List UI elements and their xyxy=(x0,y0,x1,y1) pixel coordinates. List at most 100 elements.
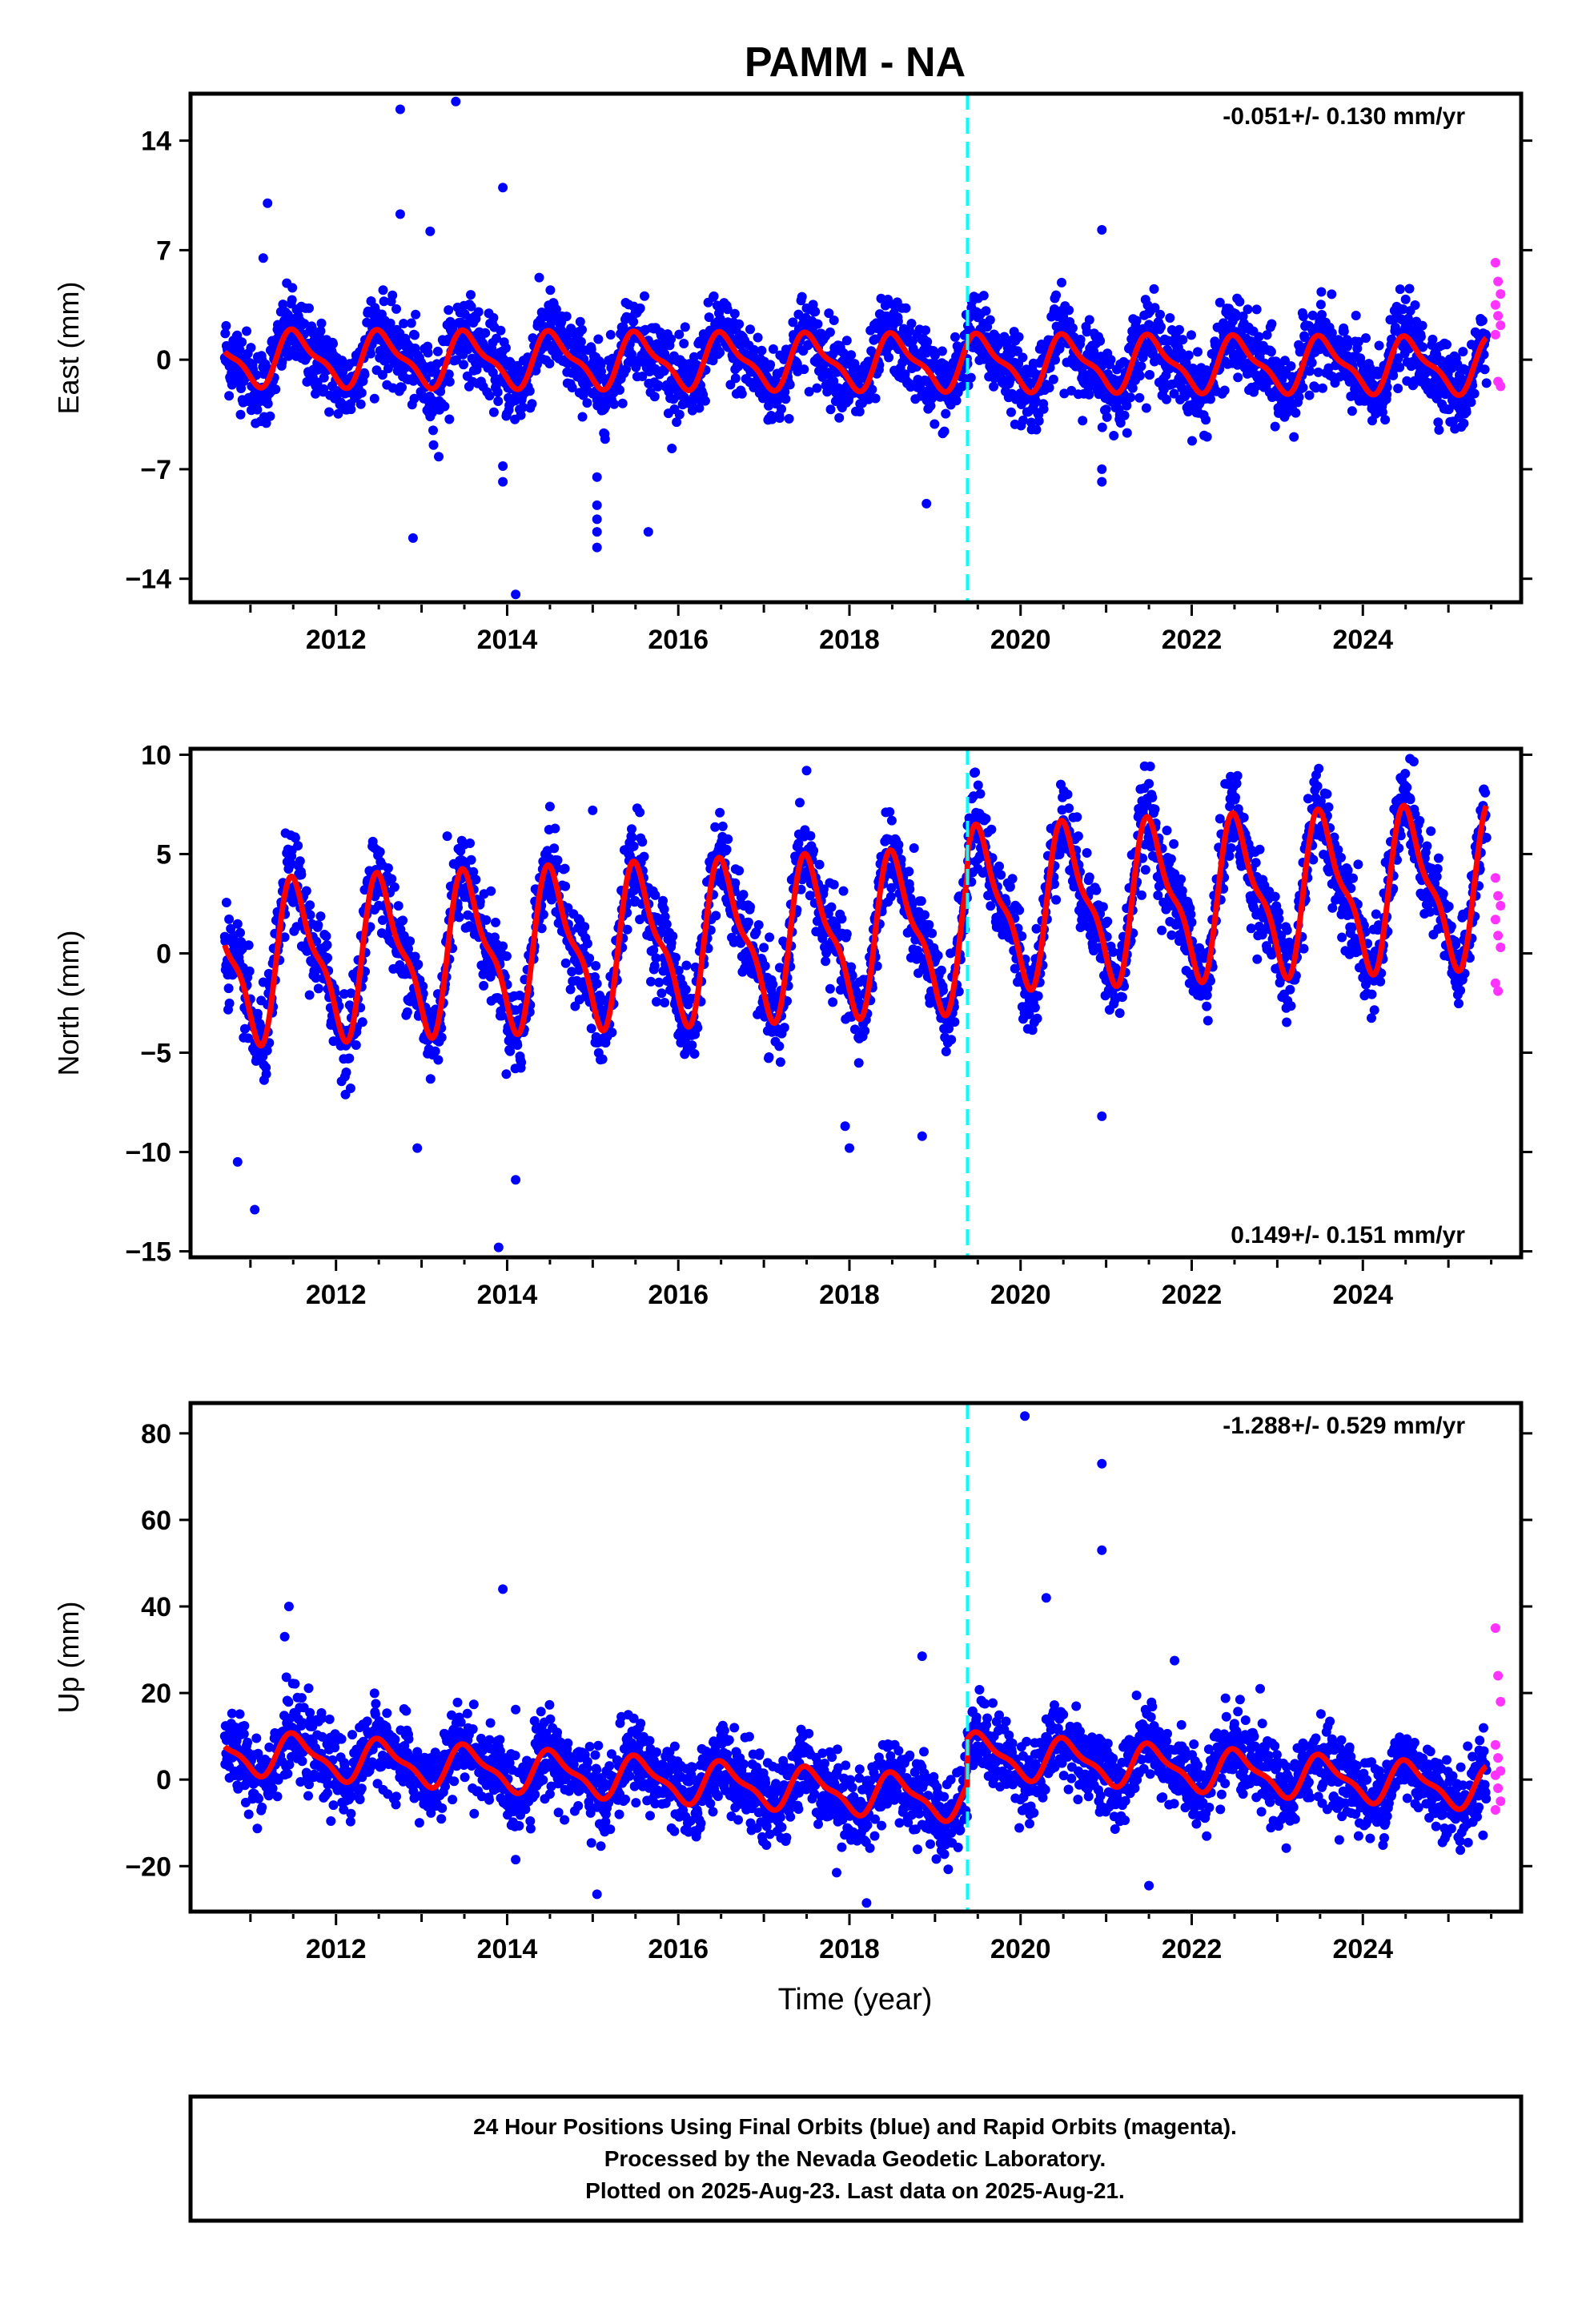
data-point xyxy=(805,830,816,841)
data-point xyxy=(475,896,485,907)
data-point xyxy=(715,348,725,358)
data-point xyxy=(1054,340,1065,351)
data-point xyxy=(224,998,235,1008)
data-point xyxy=(649,961,660,971)
x-tick-label: 2018 xyxy=(819,625,880,655)
data-point xyxy=(243,940,254,951)
data-point xyxy=(432,346,443,356)
data-point xyxy=(666,334,677,344)
data-point xyxy=(1387,334,1397,344)
data-point xyxy=(694,403,705,413)
data-point xyxy=(1219,385,1230,396)
data-point xyxy=(377,370,387,380)
plot-area xyxy=(219,94,1506,602)
data-point xyxy=(492,333,502,344)
data-point xyxy=(436,386,446,396)
data-point xyxy=(639,851,649,862)
data-point xyxy=(527,399,537,409)
data-point xyxy=(428,425,438,436)
data-point xyxy=(291,922,302,932)
data-point xyxy=(244,966,255,976)
data-point xyxy=(1051,290,1062,300)
data-point xyxy=(563,903,573,913)
data-point xyxy=(679,339,689,348)
x-tick-label: 2020 xyxy=(990,625,1051,655)
data-point xyxy=(1178,335,1188,345)
data-point xyxy=(488,407,499,417)
data-point xyxy=(757,345,767,356)
data-point xyxy=(584,953,595,963)
data-point xyxy=(1048,374,1058,384)
data-point xyxy=(1150,303,1160,313)
data-point xyxy=(765,932,775,943)
data-point xyxy=(753,920,764,930)
data-point xyxy=(886,815,897,826)
data-point xyxy=(500,343,511,353)
data-point xyxy=(324,407,335,417)
rapid-point xyxy=(1490,329,1500,340)
data-point xyxy=(729,308,740,319)
data-point xyxy=(481,915,492,925)
data-point xyxy=(387,874,397,884)
data-point xyxy=(1215,297,1225,308)
data-point xyxy=(391,304,401,314)
data-point xyxy=(1115,418,1126,428)
data-point xyxy=(745,902,755,912)
x-tick-label: 2012 xyxy=(306,625,367,655)
data-point xyxy=(287,295,297,305)
data-point xyxy=(938,985,948,995)
data-point xyxy=(549,843,560,854)
data-point xyxy=(591,961,601,971)
data-point xyxy=(1458,347,1468,357)
data-point xyxy=(1141,403,1151,413)
data-point xyxy=(1229,349,1239,360)
data-point xyxy=(290,833,300,843)
data-point xyxy=(885,806,895,817)
data-point xyxy=(1298,383,1308,392)
data-point xyxy=(795,798,805,808)
data-point xyxy=(646,976,656,987)
data-point xyxy=(398,915,408,926)
data-point xyxy=(1156,322,1166,332)
data-point xyxy=(1051,895,1062,905)
data-point xyxy=(829,879,839,890)
data-point xyxy=(1294,392,1304,402)
data-point xyxy=(627,832,637,842)
data-point xyxy=(936,965,946,975)
data-point xyxy=(1193,347,1203,357)
data-point xyxy=(1014,332,1024,342)
data-point xyxy=(1018,352,1028,363)
data-point xyxy=(1233,372,1243,383)
data-point xyxy=(444,376,455,387)
data-point xyxy=(454,912,464,923)
data-point xyxy=(1403,313,1413,324)
outlier-point xyxy=(1097,225,1107,235)
outlier-point xyxy=(592,527,602,537)
data-point xyxy=(1101,404,1111,415)
data-point xyxy=(853,1058,864,1068)
data-point xyxy=(501,951,512,961)
data-point xyxy=(1480,364,1490,375)
data-point xyxy=(799,364,809,375)
data-point xyxy=(1026,417,1037,428)
data-point xyxy=(1033,991,1043,1001)
data-point xyxy=(607,1027,617,1038)
data-point xyxy=(355,399,366,409)
data-point xyxy=(922,336,933,347)
data-point xyxy=(411,309,421,320)
data-point xyxy=(941,408,951,419)
data-point xyxy=(235,409,246,420)
data-point xyxy=(785,380,795,390)
data-point xyxy=(1243,304,1253,315)
data-point xyxy=(1377,407,1387,417)
data-point xyxy=(542,339,552,349)
outlier-point xyxy=(498,461,508,471)
data-point xyxy=(622,924,632,935)
data-point xyxy=(480,328,491,338)
data-point xyxy=(653,380,664,390)
data-point xyxy=(389,882,400,892)
data-point xyxy=(486,886,496,896)
data-point xyxy=(966,372,976,383)
data-point xyxy=(734,319,745,329)
rapid-orbit-points xyxy=(1490,258,1506,392)
